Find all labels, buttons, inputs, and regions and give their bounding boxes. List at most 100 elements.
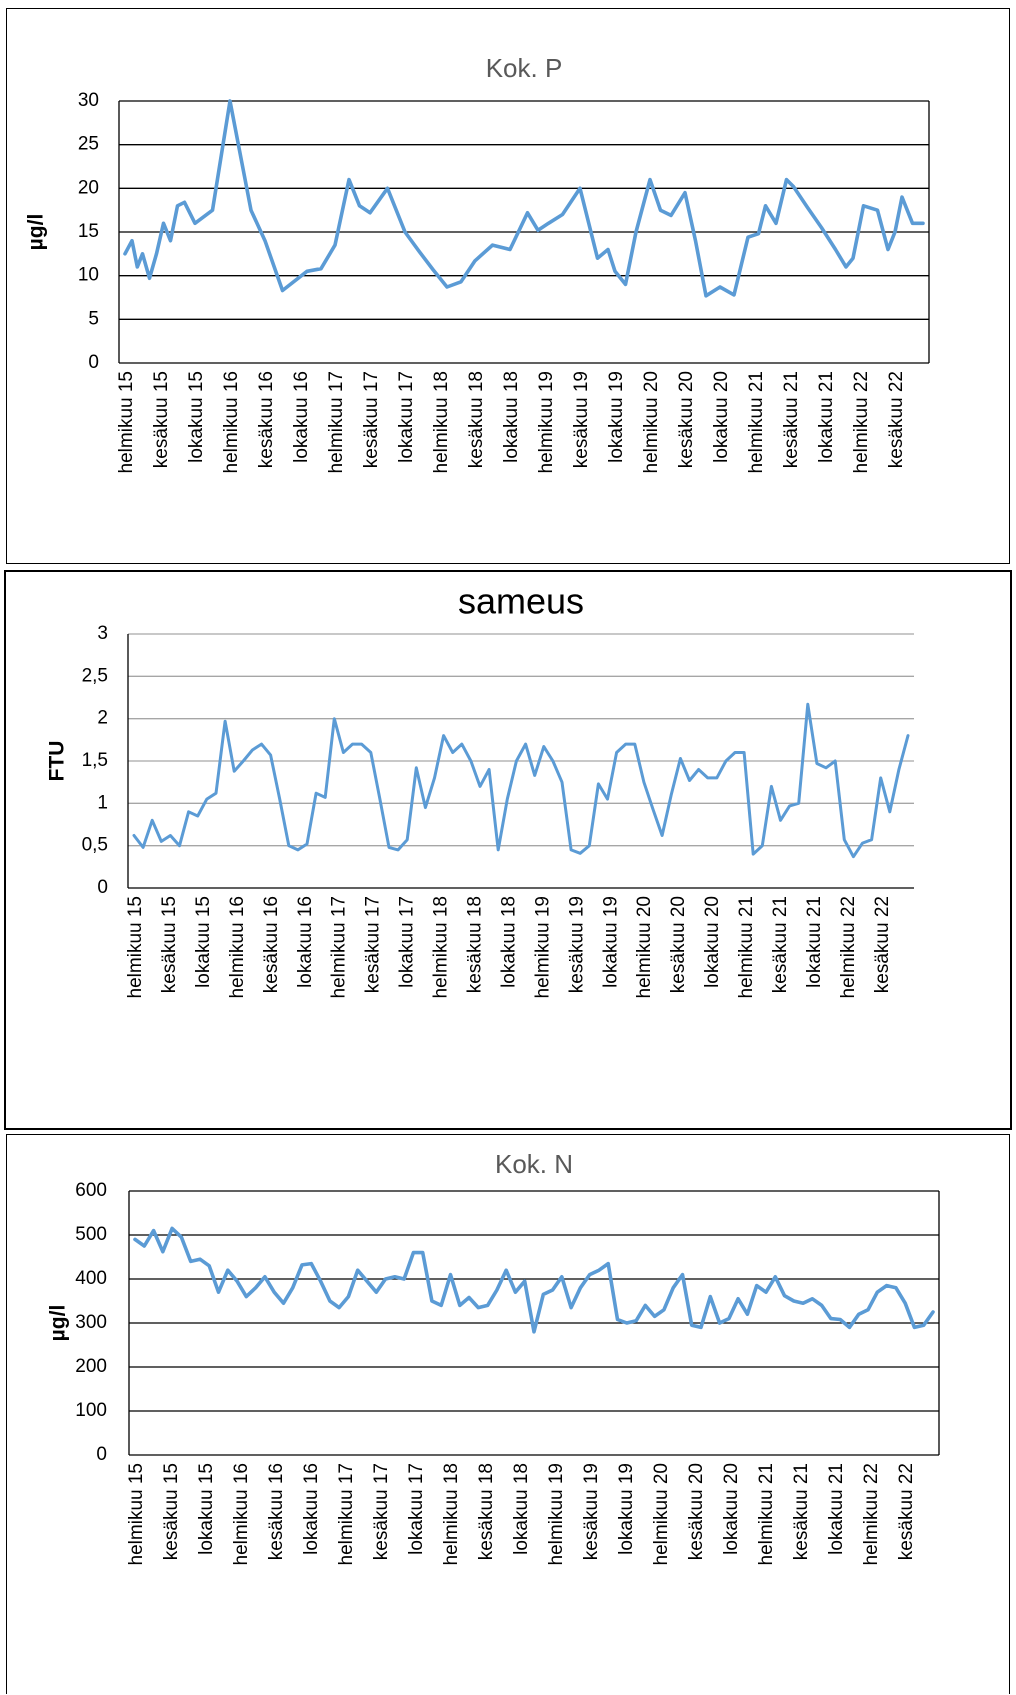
kok-p-y-tick-label: 25 <box>78 134 99 155</box>
kok-p-x-tick-label: helmikuu 21 <box>746 371 767 473</box>
sameus-y-tick-label: 0,5 <box>82 835 108 856</box>
sameus-x-tick-label: lokakuu 20 <box>702 896 723 988</box>
sameus-x-tick-label: lokakuu 16 <box>295 896 316 988</box>
kok-n-y-tick-label: 600 <box>75 1180 107 1201</box>
chart-panel-kok-p: Kok. P 0 5 10 15 20 25 30 µg/l helmikuu 15 kesäkuu… <box>6 8 1010 564</box>
kok-p-x-tick-label: lokakuu 18 <box>501 371 522 463</box>
kok-n-y-tick-label: 500 <box>75 1224 107 1245</box>
sameus-x-tick-label: helmikuu 20 <box>634 896 655 998</box>
sameus-x-tick-label: helmikuu 16 <box>227 896 248 998</box>
sameus-y-tick-label: 1 <box>97 792 108 813</box>
kok-p-y-axis-label: µg/l <box>25 214 48 251</box>
kok-p-x-tick-label: kesäkuu 18 <box>466 371 487 468</box>
kok-p-title: Kok. P <box>486 53 563 83</box>
kok-n-y-tick-label: 100 <box>75 1400 107 1421</box>
sameus-x-tick-label: helmikuu 21 <box>736 896 757 998</box>
kok-p-x-tick-label: helmikuu 20 <box>641 371 662 473</box>
kok-n-x-tick-label: helmikuu 20 <box>651 1463 672 1565</box>
kok-n-y-tick-label: 0 <box>96 1444 107 1465</box>
sameus-x-tick-label: helmikuu 15 <box>125 896 146 998</box>
kok-p-y-tick-label: 30 <box>78 90 99 111</box>
kok-n-y-tick-label: 300 <box>75 1312 107 1333</box>
kok-p-x-tick-label: helmikuu 15 <box>116 371 137 473</box>
kok-p-x-tick-label: lokakuu 15 <box>186 371 207 463</box>
sameus-x-tick-label: kesäkuu 20 <box>668 896 689 993</box>
sameus-x-tick-label: lokakuu 21 <box>804 896 825 988</box>
kok-n-y-axis-label: µg/l <box>47 1305 70 1342</box>
kok-n-x-tick-label: kesäkuu 16 <box>266 1463 287 1560</box>
kok-n-x-tick-label: helmikuu 15 <box>126 1463 147 1565</box>
chart-kok-p: Kok. P 0 5 10 15 20 25 30 µg/l helmikuu 15 kesäkuu… <box>25 53 930 473</box>
kok-p-y-tick-label: 5 <box>88 308 99 329</box>
kok-p-x-tick-label: lokakuu 16 <box>291 371 312 463</box>
kok-p-series-line <box>123 99 925 298</box>
kok-p-y-tick-label: 10 <box>78 265 99 286</box>
kok-n-x-tick-label: kesäkuu 17 <box>371 1463 392 1560</box>
kok-n-x-tick-label: helmikuu 21 <box>756 1463 777 1565</box>
kok-p-x-tick-label: helmikuu 22 <box>851 371 872 473</box>
kok-p-x-tick-label: lokakuu 17 <box>396 371 417 463</box>
sameus-x-tick-label: helmikuu 19 <box>532 896 553 998</box>
sameus-y-tick-label: 1,5 <box>82 750 108 771</box>
sameus-x-tick-label: kesäkuu 17 <box>363 896 384 993</box>
kok-n-x-tick-label: lokakuu 15 <box>196 1463 217 1555</box>
sameus-x-tick-label: helmikuu 22 <box>838 896 859 998</box>
kok-p-y-tick-label: 20 <box>78 177 99 198</box>
sameus-x-tick-label: kesäkuu 16 <box>261 896 282 993</box>
kok-n-x-tick-label: helmikuu 16 <box>231 1463 252 1565</box>
kok-p-x-tick-label: lokakuu 19 <box>606 371 627 463</box>
kok-p-x-tick-label: helmikuu 17 <box>326 371 347 473</box>
chart-kok-n: Kok. N 0 100 200 300 400 500 600 µg/l helmikuu 15… <box>47 1149 940 1565</box>
chart-panel-kok-n: Kok. N 0 100 200 300 400 500 600 µg/l helmikuu 15… <box>6 1134 1010 1694</box>
kok-n-y-tick-label: 200 <box>75 1356 107 1377</box>
sameus-x-tick-label: lokakuu 17 <box>397 896 418 988</box>
kok-n-x-tick-label: lokakuu 20 <box>721 1463 742 1555</box>
sameus-y-tick-label: 2,5 <box>82 665 108 686</box>
sameus-x-tick-label: kesäkuu 21 <box>770 896 791 993</box>
kok-p-x-tick-label: lokakuu 21 <box>816 371 837 463</box>
kok-n-x-tick-label: helmikuu 18 <box>441 1463 462 1565</box>
kok-p-x-tick-label: helmikuu 19 <box>536 371 557 473</box>
sameus-y-axis-label: FTU <box>46 741 69 782</box>
sameus-series-line <box>132 702 910 859</box>
chart-panel-sameus: sameus 0 0,5 1 1,5 2 2,5 3 FTU helmikuu 15 kesäkuu… <box>4 570 1012 1130</box>
kok-n-x-tick-label: lokakuu 16 <box>301 1463 322 1555</box>
sameus-x-tick-label: lokakuu 18 <box>498 896 519 988</box>
sameus-title: sameus <box>458 581 584 622</box>
kok-p-x-tick-label: lokakuu 20 <box>711 371 732 463</box>
kok-n-x-tick-label: kesäkuu 15 <box>161 1463 182 1560</box>
kok-p-x-tick-label: helmikuu 18 <box>431 371 452 473</box>
kok-n-x-tick-label: lokakuu 21 <box>826 1463 847 1555</box>
kok-n-x-tick-label: kesäkuu 18 <box>476 1463 497 1560</box>
kok-n-x-tick-label: kesäkuu 19 <box>581 1463 602 1560</box>
sameus-x-tick-label: lokakuu 19 <box>600 896 621 988</box>
kok-p-x-tick-label: kesäkuu 17 <box>361 371 382 468</box>
sameus-x-tick-label: kesäkuu 18 <box>464 896 485 993</box>
kok-n-x-tick-label: helmikuu 19 <box>546 1463 567 1565</box>
kok-p-x-tick-label: kesäkuu 20 <box>676 371 697 468</box>
kok-n-x-tick-label: kesäkuu 21 <box>791 1463 812 1560</box>
kok-p-y-tick-label: 15 <box>78 221 99 242</box>
kok-p-y-tick-label: 0 <box>88 352 99 373</box>
sameus-x-tick-label: kesäkuu 19 <box>566 896 587 993</box>
kok-n-series-line <box>133 1226 935 1334</box>
kok-n-x-tick-label: lokakuu 19 <box>616 1463 637 1555</box>
kok-n-x-tick-label: kesäkuu 22 <box>896 1463 917 1560</box>
kok-p-x-tick-label: kesäkuu 22 <box>886 371 907 468</box>
sameus-x-tick-label: helmikuu 17 <box>329 896 350 998</box>
kok-n-x-tick-label: lokakuu 17 <box>406 1463 427 1555</box>
kok-n-y-tick-label: 400 <box>75 1268 107 1289</box>
sameus-x-tick-label: helmikuu 18 <box>431 896 452 998</box>
kok-n-x-tick-label: helmikuu 17 <box>336 1463 357 1565</box>
kok-n-x-tick-label: helmikuu 22 <box>861 1463 882 1565</box>
sameus-x-tick-label: kesäkuu 22 <box>872 896 893 993</box>
sameus-y-tick-label: 2 <box>97 708 108 729</box>
kok-p-x-tick-label: helmikuu 16 <box>221 371 242 473</box>
kok-p-x-tick-label: kesäkuu 19 <box>571 371 592 468</box>
kok-n-title: Kok. N <box>495 1149 573 1179</box>
sameus-x-tick-label: lokakuu 15 <box>193 896 214 988</box>
sameus-x-tick-label: kesäkuu 15 <box>159 896 180 993</box>
kok-p-x-tick-label: kesäkuu 16 <box>256 371 277 468</box>
sameus-y-tick-label: 0 <box>97 877 108 898</box>
sameus-y-tick-label: 3 <box>97 623 108 644</box>
